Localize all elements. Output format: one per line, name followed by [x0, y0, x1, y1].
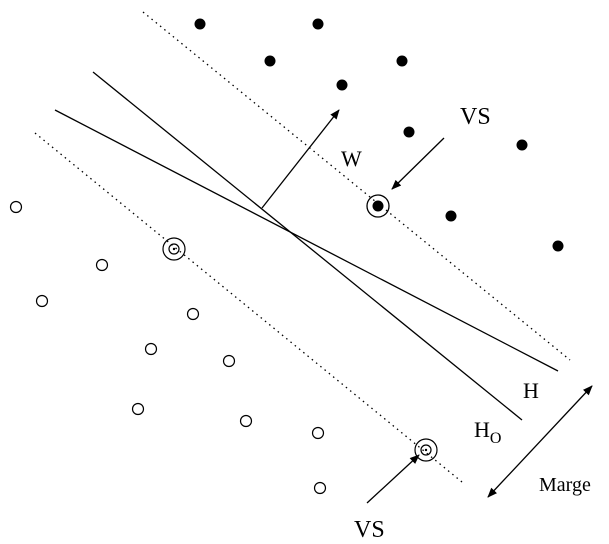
hollow-point	[311, 426, 325, 440]
hollow-point	[35, 294, 49, 308]
hollow-point	[95, 258, 109, 272]
filled-point	[516, 139, 528, 151]
hyperplane-ho	[92, 71, 523, 421]
support-vector-hollow-outer	[162, 237, 186, 261]
hollow-point	[313, 481, 327, 495]
support-vector-filled	[366, 194, 390, 218]
ho-label-subscript: O	[490, 430, 502, 447]
hollow-point	[186, 307, 200, 321]
filled-point	[264, 55, 276, 67]
marge-label: Marge	[539, 474, 591, 496]
w-label: W	[341, 146, 362, 171]
hyperplane-h	[54, 109, 559, 372]
filled-point	[396, 55, 408, 67]
ho-label: HO	[474, 417, 501, 447]
filled-point	[194, 18, 206, 30]
vs-top-arrow	[391, 137, 445, 190]
filled-point	[312, 18, 324, 30]
support-vector-hollow-outer	[414, 438, 438, 462]
filled-point	[552, 240, 564, 252]
hollow-point	[9, 200, 23, 214]
margin-line-lower	[34, 132, 463, 483]
ho-label-main: H	[474, 417, 490, 442]
hollow-point	[222, 354, 236, 368]
support-vector-hollow-inner	[168, 243, 180, 255]
hollow-point	[144, 342, 158, 356]
margin-line-upper	[142, 11, 571, 361]
filled-point	[403, 126, 415, 138]
support-vector-hollow-dot	[424, 448, 428, 452]
hollow-point	[131, 402, 145, 416]
vs-bottom-arrow	[366, 454, 420, 504]
w-arrow	[261, 109, 340, 209]
support-vector-filled-dot	[372, 200, 384, 212]
filled-point	[336, 79, 348, 91]
support-vector-hollow-inner	[420, 444, 432, 456]
filled-point	[445, 210, 457, 222]
marge-arrow	[487, 385, 593, 498]
vs-top-label: VS	[460, 104, 491, 130]
hollow-point	[239, 414, 253, 428]
h-label: H	[523, 378, 539, 403]
support-vector-hollow-dot	[172, 247, 176, 251]
vs-bottom-label: VS	[354, 517, 385, 543]
